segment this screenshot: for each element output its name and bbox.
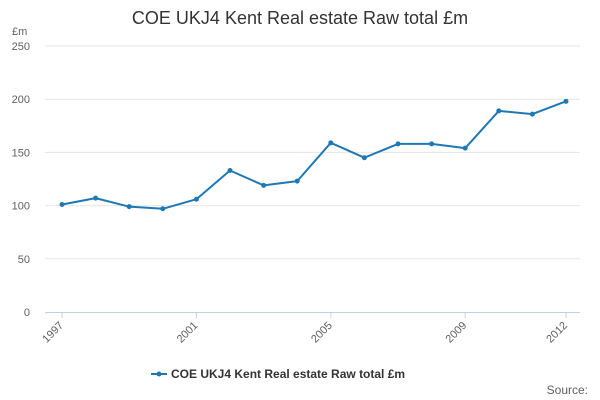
legend-item-label: COE UKJ4 Kent Real estate Raw total £m [171,367,405,381]
x-tick-label: 1997 [40,320,66,346]
y-tick-label: 100 [12,201,30,213]
x-tick-label: 2005 [309,320,335,346]
data-point[interactable] [160,206,166,212]
data-point[interactable] [429,141,435,147]
y-tick-label: 0 [24,307,30,319]
data-point[interactable] [328,140,334,146]
legend[interactable]: COE UKJ4 Kent Real estate Raw total £m [151,367,405,381]
x-tick-label: 2012 [544,320,570,346]
grid-lines [45,45,580,260]
data-point[interactable] [361,155,367,161]
x-tick-label: 2001 [175,320,201,346]
y-tick-label: 50 [18,254,30,266]
data-point[interactable] [59,202,65,208]
y-tick-label: 250 [12,41,30,53]
data-point[interactable] [395,141,401,147]
data-point[interactable] [126,204,132,210]
source-label: Source: [547,383,588,397]
chart-title: COE UKJ4 Kent Real estate Raw total £m [132,8,468,28]
y-tick-label: 200 [12,94,30,106]
data-point[interactable] [294,178,300,184]
series-line [61,100,567,210]
data-point[interactable] [227,167,233,173]
data-point[interactable] [462,145,468,151]
data-point[interactable] [529,111,535,117]
y-axis-ticks: 0 50 100 150 200 250 [12,41,30,319]
series-layer [59,98,569,212]
y-tick-label: 150 [12,147,30,159]
data-point[interactable] [496,108,502,114]
legend-swatch-marker [156,371,162,377]
data-point[interactable] [563,98,569,104]
data-point[interactable] [193,196,199,202]
data-point[interactable] [93,195,99,201]
data-point[interactable] [261,182,267,188]
x-axis-ticks: 1997 2001 2005 2009 2012 [40,312,570,345]
y-axis-unit: £m [12,26,27,38]
x-tick-label: 2009 [444,320,470,346]
